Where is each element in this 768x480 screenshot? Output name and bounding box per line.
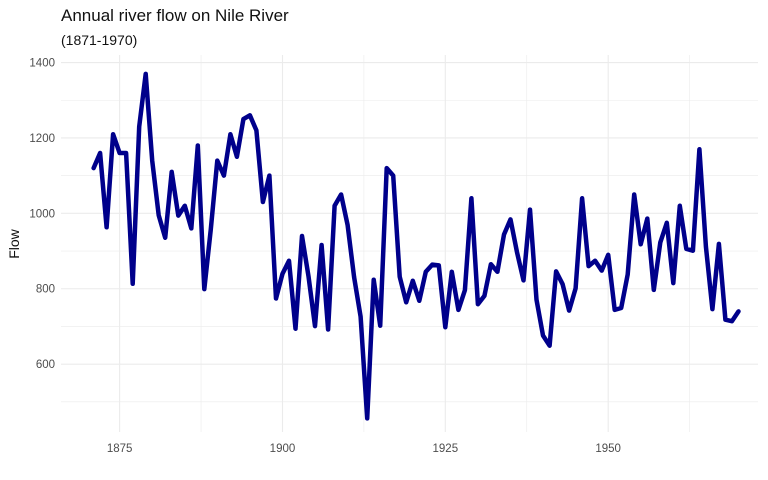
y-tick-label: 1200 bbox=[29, 133, 55, 145]
y-tick-label: 1400 bbox=[29, 58, 55, 70]
x-tick-label: 1925 bbox=[433, 443, 459, 455]
x-tick-label: 1875 bbox=[107, 443, 133, 455]
major-gridlines bbox=[61, 55, 758, 432]
minor-gridlines bbox=[61, 55, 758, 432]
chart-subtitle: (1871-1970) bbox=[61, 32, 138, 48]
y-axis-label: Flow bbox=[6, 228, 22, 258]
y-tick-label: 600 bbox=[36, 359, 55, 371]
y-tick-label: 1000 bbox=[29, 208, 55, 220]
y-tick-label: 800 bbox=[36, 284, 55, 296]
x-tick-label: 1900 bbox=[270, 443, 296, 455]
y-axis-ticks: 600 800 1000 1200 1400 bbox=[29, 58, 55, 372]
x-axis-ticks: 1875 1900 1925 1950 bbox=[107, 443, 621, 455]
flow-series-line bbox=[91, 71, 741, 421]
chart-title: Annual river flow on Nile River bbox=[61, 6, 289, 25]
x-tick-label: 1950 bbox=[595, 443, 621, 455]
